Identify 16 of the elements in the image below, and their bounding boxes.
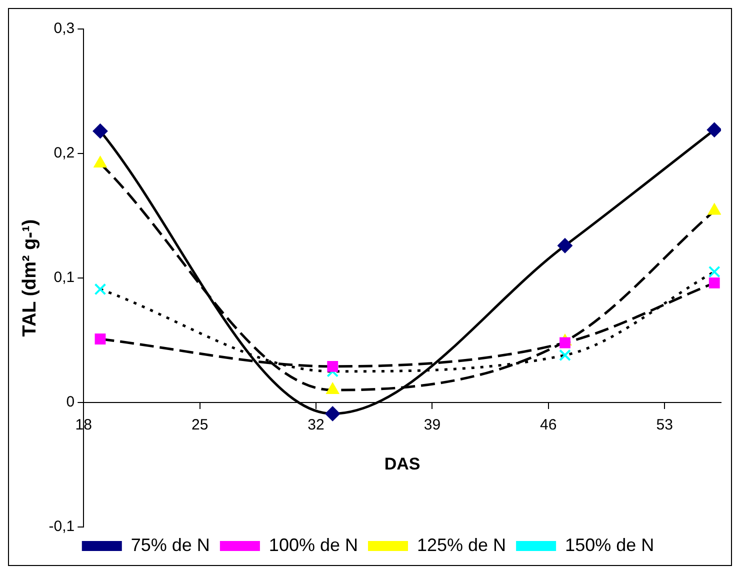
y-axis-title: TAL (dm² g-¹) bbox=[20, 219, 41, 337]
y-tick-label: 0,1 bbox=[54, 269, 75, 286]
x-tick-label: 53 bbox=[656, 416, 673, 434]
y-tick-label: 0 bbox=[66, 394, 75, 411]
x-tick-label: 46 bbox=[540, 416, 557, 434]
legend-label: 100% de N bbox=[268, 534, 358, 555]
legend-label: 75% de N bbox=[130, 534, 210, 555]
y-tick-label: 0,2 bbox=[54, 144, 75, 162]
y-tick-label: -0,1 bbox=[48, 518, 75, 536]
x-tick-label: 32 bbox=[308, 416, 324, 434]
x-tick-label: 39 bbox=[424, 416, 441, 434]
x-axis-title: DAS bbox=[384, 454, 420, 474]
y-tick-label: 0,3 bbox=[54, 20, 75, 38]
x-tick-label: 25 bbox=[191, 416, 208, 434]
legend-label: 150% de N bbox=[565, 534, 654, 555]
legend-label: 125% de N bbox=[416, 534, 506, 555]
